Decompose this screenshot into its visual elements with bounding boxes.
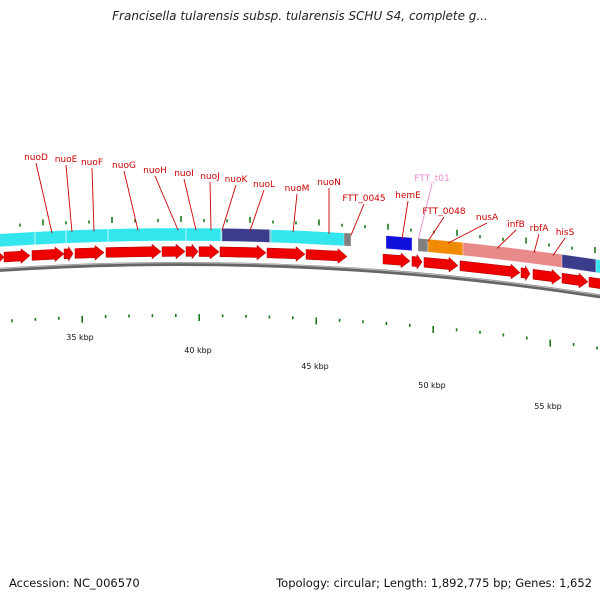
gene-arrow: [74, 244, 105, 261]
gene-label-nuok: nuoK: [225, 175, 249, 185]
leader-line: [91, 167, 95, 232]
leader-line: [427, 216, 445, 242]
gene-label-nuom: nuoM: [285, 184, 310, 194]
kbp-label: 45 kbp: [301, 362, 329, 371]
gene-arrow: [411, 253, 423, 270]
gene-label-nuoi: nuoI: [174, 169, 194, 179]
leader-line: [552, 237, 566, 256]
gene-arrow: [0, 252, 5, 262]
gene-label-heme: hemE: [395, 191, 421, 201]
leader-line: [65, 164, 73, 233]
gene-arrow: [382, 252, 411, 269]
gene-label-rbfa: rbfA: [530, 224, 550, 234]
topology-label: Topology: circular; Length: 1,892,775 bp…: [276, 576, 592, 590]
blue-feature-band: [385, 235, 413, 252]
gene-label-nuoe: nuoE: [55, 155, 78, 165]
gene-label-ftt-0045: FTT_0045: [342, 194, 385, 204]
leader-line: [123, 170, 139, 231]
leader-line: [417, 183, 433, 241]
backbone-line: [0, 262, 600, 299]
gene-arrow: [3, 248, 31, 264]
leader-line: [447, 222, 488, 244]
leader-line: [533, 233, 540, 254]
navy-feature-band-2: [561, 254, 597, 273]
gene-arrow: [266, 246, 306, 262]
gene-label-nuon: nuoN: [317, 178, 341, 188]
leader-line: [209, 181, 212, 231]
accession-label: Accession: NC_006570: [9, 576, 140, 590]
leader-line: [154, 175, 179, 231]
gene-arrow: [423, 256, 459, 273]
gene-arrow: [520, 264, 531, 282]
leader-line: [350, 203, 365, 236]
navy-feature-band: [221, 227, 272, 243]
orange-feature-band: [427, 238, 464, 256]
gene-arrow: [31, 246, 65, 263]
gray-feature-band: [343, 232, 352, 247]
gene-label-nuof: nuoF: [81, 158, 103, 168]
gene-label-ftt-0048: FTT_0048: [422, 207, 466, 217]
gene-arrows: [0, 243, 600, 289]
gene-arrow: [561, 272, 589, 289]
feature-bands: [0, 227, 600, 274]
gene-labels: nuoD nuoE nuoF nuoG nuoH nuoI nuoJ nuoK nuoL nuoM…: [24, 153, 575, 238]
genome-backbone: [0, 262, 600, 299]
lower-tick-marks: [11, 314, 598, 350]
backbone-highlight: [0, 262, 600, 296]
gene-arrow: [161, 243, 186, 260]
leader-line: [249, 189, 265, 232]
leader-line: [496, 229, 517, 249]
gene-label-nuoh: nuoH: [143, 166, 167, 176]
label-leader-lines: [35, 162, 566, 256]
map-title: Francisella tularensis subsp. tularensis…: [112, 9, 488, 23]
leader-line: [292, 193, 298, 233]
gene-arrow: [532, 268, 562, 285]
gene-label-nusa: nusA: [476, 213, 499, 223]
kbp-scale-labels: 35 kbp 40 kbp 45 kbp 50 kbp 55 kbp: [66, 333, 562, 411]
upper-tick-marks: [19, 216, 596, 254]
gene-label-nuog: nuoG: [112, 161, 136, 171]
gene-label-nuoj: nuoJ: [200, 172, 220, 182]
kbp-label: 35 kbp: [66, 333, 94, 342]
gene-arrow: [63, 245, 74, 263]
gene-arrow: [185, 243, 199, 260]
kbp-label: 40 kbp: [184, 346, 212, 355]
gene-label-infb: infB: [507, 220, 525, 230]
gray-feature-band-2: [417, 237, 429, 253]
gene-arrow: [588, 276, 600, 289]
kbp-label: 55 kbp: [534, 402, 562, 411]
gene-arrow: [219, 244, 267, 261]
gene-arrow: [459, 260, 521, 280]
kbp-label: 50 kbp: [418, 381, 446, 390]
leader-line: [221, 184, 237, 231]
leader-line: [35, 162, 53, 234]
gene-label-ftt-t01: FTT_t01: [414, 174, 449, 184]
gene-label-nuod: nuoD: [24, 153, 48, 163]
gene-arrow: [305, 248, 348, 264]
leader-line: [401, 200, 409, 240]
cyan-feature-band-edge: [595, 258, 600, 274]
gene-label-nuol: nuoL: [253, 180, 275, 190]
leader-line: [183, 178, 197, 231]
gene-label-hiss: hisS: [556, 228, 575, 238]
gene-arrow: [198, 243, 220, 260]
gene-arrow: [105, 243, 162, 260]
